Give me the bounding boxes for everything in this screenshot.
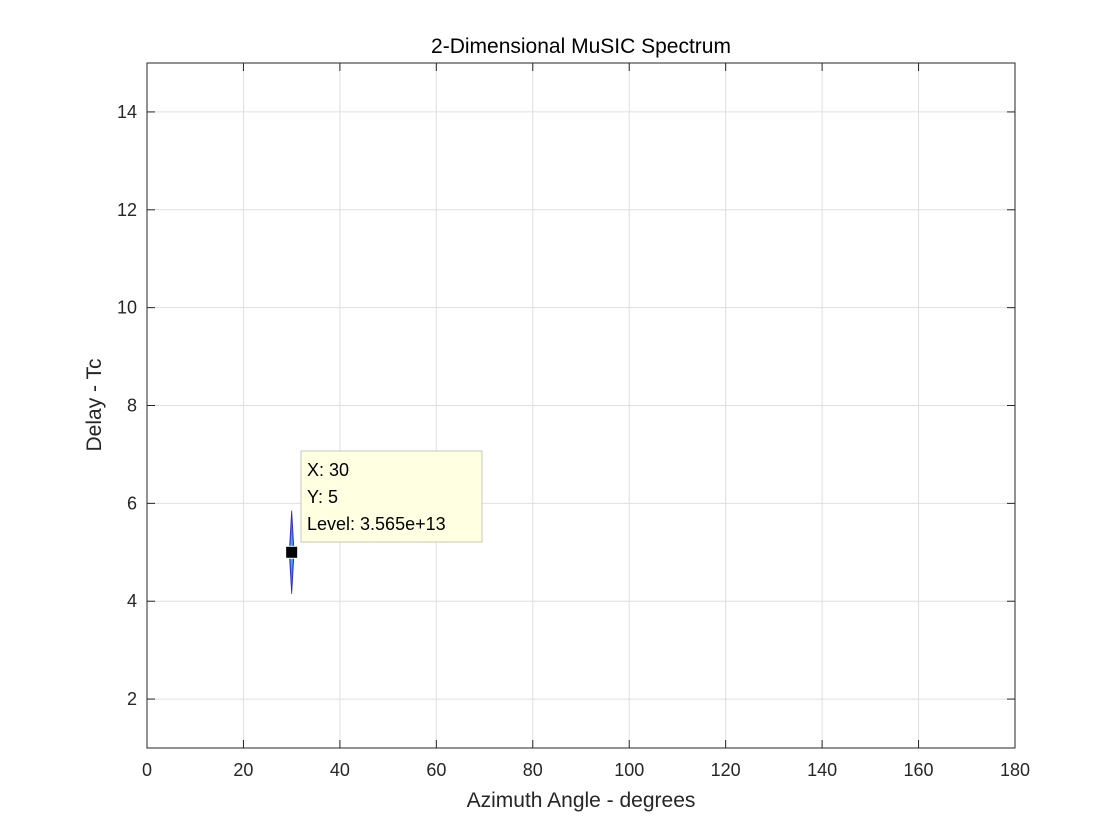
x-tick-label: 120	[711, 760, 741, 780]
chart-title: 2-Dimensional MuSIC Spectrum	[431, 35, 731, 58]
x-tick-label: 100	[614, 760, 644, 780]
x-tick-label: 40	[330, 760, 350, 780]
y-tick-label: 4	[127, 591, 137, 611]
y-tick-label: 2	[127, 689, 137, 709]
y-tick-label: 10	[117, 298, 137, 318]
axis-ticks	[146, 63, 1016, 748]
y-tick-label: 6	[127, 493, 137, 513]
x-axis-label: Azimuth Angle - degrees	[467, 789, 696, 812]
plot-area[interactable]	[146, 62, 1016, 749]
y-axis-label: Delay - Tc	[83, 359, 106, 452]
datatip[interactable]: X: 30 Y: 5 Level: 3.565e+13	[285, 450, 483, 559]
x-tick-label: 180	[1000, 760, 1030, 780]
x-tick-labels: 0 20 40 60 80 100 120 140 160 180	[142, 760, 1030, 780]
x-tick-label: 20	[233, 760, 253, 780]
datatip-marker[interactable]	[285, 545, 299, 559]
y-tick-label: 14	[117, 102, 137, 122]
y-tick-labels: 2 4 6 8 10 12 14	[117, 102, 137, 709]
y-tick-label: 8	[127, 396, 137, 416]
x-tick-label: 60	[426, 760, 446, 780]
datatip-x: X: 30	[307, 460, 349, 480]
x-tick-label: 140	[807, 760, 837, 780]
grid-lines	[147, 63, 1015, 748]
datatip-y: Y: 5	[307, 487, 338, 507]
x-tick-label: 0	[142, 760, 152, 780]
x-tick-label: 160	[904, 760, 934, 780]
y-tick-label: 12	[117, 200, 137, 220]
datatip-level: Level: 3.565e+13	[307, 514, 446, 534]
datatip-box	[300, 450, 483, 543]
x-tick-label: 80	[523, 760, 543, 780]
